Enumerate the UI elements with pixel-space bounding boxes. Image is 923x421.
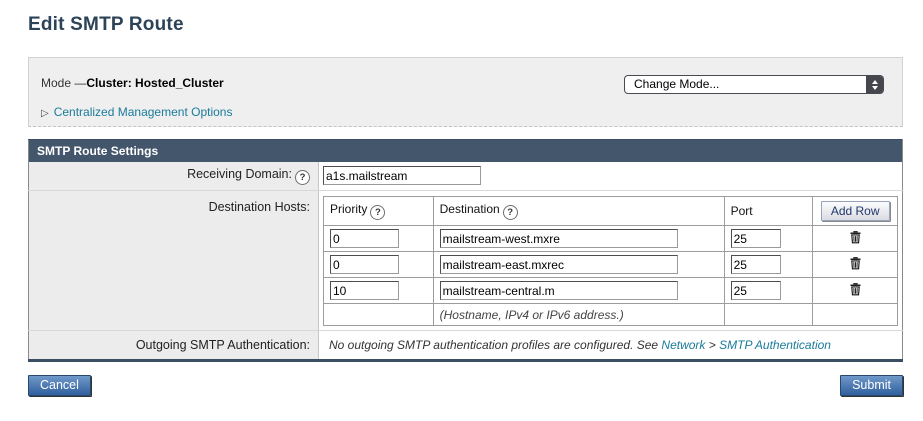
destination-header-label: Destination	[439, 202, 500, 216]
destination-input-2[interactable]	[439, 255, 678, 274]
empty-cell	[812, 303, 898, 326]
change-mode-select[interactable]: Change Mode...	[624, 75, 884, 94]
port-cell	[723, 277, 814, 304]
hosts-header-row: Priority? Destination? Port Add Row	[323, 196, 898, 226]
trash-icon	[850, 231, 861, 244]
destination-input-1[interactable]	[439, 229, 678, 248]
destination-help-icon[interactable]: ?	[502, 205, 518, 220]
outgoing-auth-text: No outgoing SMTP authentication profiles…	[329, 338, 662, 352]
add-row-cell: Add Row	[812, 196, 898, 226]
outgoing-auth-row: Outgoing SMTP Authentication: No outgoin…	[28, 330, 903, 361]
network-link[interactable]: Network	[661, 338, 706, 352]
select-stepper-icon	[866, 76, 883, 93]
expander-triangle-icon[interactable]: ▷	[41, 108, 49, 119]
settings-header-row: SMTP Route Settings	[28, 139, 903, 162]
port-input-3[interactable]	[730, 281, 781, 300]
outgoing-auth-label-cell: Outgoing SMTP Authentication:	[28, 330, 319, 361]
priority-help-icon[interactable]: ?	[370, 205, 386, 220]
priority-input-1[interactable]	[330, 229, 399, 248]
trash-icon	[850, 283, 861, 296]
centralized-management-options-link[interactable]: Centralized Management Options	[53, 105, 233, 119]
receiving-domain-label: Receiving Domain:	[187, 167, 292, 181]
port-cell	[723, 225, 814, 252]
destination-input-3[interactable]	[439, 281, 678, 300]
delete-row-button-3[interactable]	[849, 282, 862, 296]
destination-hosts-row: Destination Hosts: Priority? Destination…	[28, 190, 903, 331]
delete-row-button-2[interactable]	[849, 256, 862, 270]
priority-input-2[interactable]	[330, 255, 399, 274]
port-input-1[interactable]	[730, 229, 781, 248]
outgoing-auth-value-cell: No outgoing SMTP authentication profiles…	[318, 330, 903, 361]
auth-link-separator: >	[705, 338, 720, 352]
outgoing-auth-label: Outgoing SMTP Authentication:	[135, 338, 310, 352]
host-row-3	[323, 277, 898, 304]
receiving-domain-help-icon[interactable]: ?	[295, 170, 310, 185]
bottom-button-bar: Cancel Submit	[28, 375, 903, 396]
smtp-authentication-link[interactable]: SMTP Authentication	[719, 338, 831, 352]
destination-hosts-label: Destination Hosts:	[208, 200, 310, 214]
delete-cell	[812, 251, 898, 278]
edit-smtp-route-page: Edit SMTP Route Mode —Cluster: Hosted_Cl…	[28, 14, 903, 396]
host-row-1	[323, 225, 898, 252]
hint-row: (Hostname, IPv4 or IPv6 address.)	[323, 303, 898, 326]
cancel-button[interactable]: Cancel	[28, 375, 91, 396]
priority-input-3[interactable]	[330, 281, 399, 300]
destination-cell	[432, 251, 725, 278]
submit-button[interactable]: Submit	[840, 375, 903, 396]
stepper-up-arrow-icon	[871, 79, 878, 84]
change-mode-selected-value: Change Mode...	[634, 77, 720, 91]
port-header-label: Port	[730, 204, 753, 218]
priority-column-header: Priority?	[323, 196, 434, 226]
stepper-down-arrow-icon	[871, 85, 878, 90]
receiving-domain-value-cell	[318, 162, 903, 191]
priority-header-label: Priority	[330, 202, 368, 216]
delete-cell	[812, 225, 898, 252]
receiving-domain-input[interactable]	[323, 166, 481, 185]
management-options-row: ▷ Centralized Management Options	[41, 105, 892, 119]
port-input-2[interactable]	[730, 255, 781, 274]
destination-cell	[432, 225, 725, 252]
host-row-2	[323, 251, 898, 278]
settings-header-title: SMTP Route Settings	[28, 139, 903, 162]
page-title: Edit SMTP Route	[28, 14, 184, 35]
port-cell	[723, 251, 814, 278]
priority-cell	[323, 251, 434, 278]
empty-cell	[323, 303, 434, 326]
destination-hint: (Hostname, IPv4 or IPv6 address.)	[432, 303, 725, 326]
delete-cell	[812, 277, 898, 304]
priority-cell	[323, 277, 434, 304]
destination-hosts-label-cell: Destination Hosts:	[28, 190, 319, 331]
add-row-button[interactable]: Add Row	[820, 201, 890, 221]
destination-hosts-table: Priority? Destination? Port Add Row	[323, 196, 898, 326]
trash-icon	[850, 257, 861, 270]
cluster-mode-box: Mode —Cluster: Hosted_Cluster ▷ Centraliz…	[28, 57, 903, 127]
receiving-domain-label-cell: Receiving Domain:?	[28, 162, 319, 191]
priority-cell	[323, 225, 434, 252]
port-column-header: Port	[723, 196, 814, 226]
destination-column-header: Destination?	[432, 196, 725, 226]
destination-hosts-value-cell: Priority? Destination? Port Add Row	[318, 190, 903, 331]
smtp-route-settings-table: SMTP Route Settings Receiving Domain:? D…	[28, 139, 903, 362]
mode-value: Cluster: Hosted_Cluster	[86, 76, 224, 90]
delete-row-button-1[interactable]	[849, 230, 862, 244]
empty-cell	[723, 303, 814, 326]
mode-prefix: Mode —	[41, 76, 87, 90]
receiving-domain-row: Receiving Domain:?	[28, 162, 903, 191]
mode-line: Mode —Cluster: Hosted_Cluster	[41, 76, 892, 90]
destination-cell	[432, 277, 725, 304]
